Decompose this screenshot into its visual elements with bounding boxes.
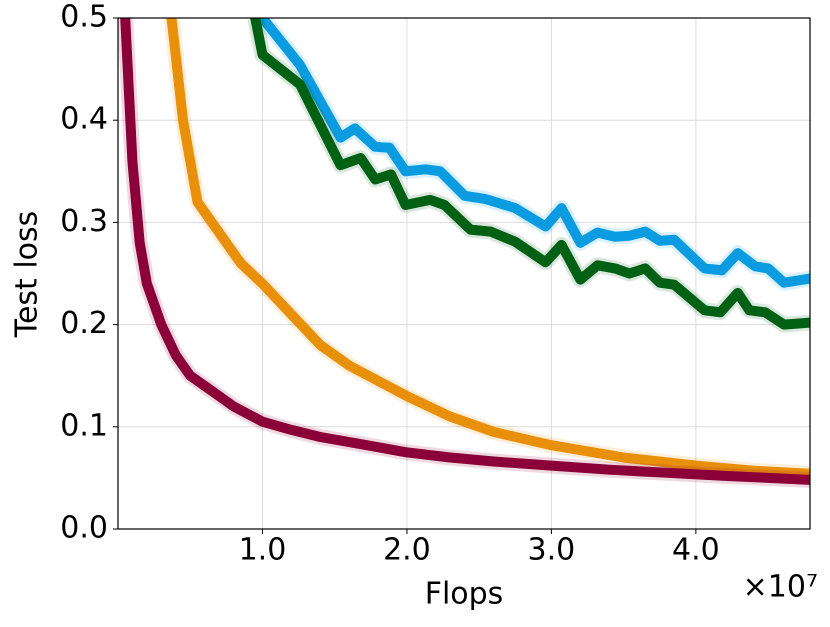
y-tick-label: 0.2 bbox=[60, 306, 108, 341]
series-line bbox=[166, 18, 810, 479]
series-band bbox=[256, 18, 810, 291]
plot-frame bbox=[117, 17, 811, 530]
x-tick-label: 1.0 bbox=[239, 533, 287, 568]
x-offset-label: ×10⁷ bbox=[743, 570, 818, 605]
x-axis-label: Flops bbox=[425, 577, 504, 612]
x-tick-label: 2.0 bbox=[383, 533, 431, 568]
y-tick-label: 0.3 bbox=[60, 204, 108, 239]
series-line bbox=[250, 18, 810, 330]
y-tick-label: 0.1 bbox=[60, 408, 108, 443]
y-tick-label: 0.0 bbox=[60, 511, 108, 546]
plot-area bbox=[118, 18, 810, 488]
series-band bbox=[247, 18, 810, 333]
x-tick-label: 4.0 bbox=[672, 533, 720, 568]
series-line bbox=[257, 18, 810, 288]
y-tick-label: 0.5 bbox=[60, 0, 108, 35]
y-axis-label: Test loss bbox=[10, 211, 45, 339]
x-tick-label: 3.0 bbox=[528, 533, 576, 568]
series-line bbox=[120, 18, 810, 485]
y-tick-label: 0.4 bbox=[60, 102, 108, 137]
series-band bbox=[163, 18, 810, 482]
